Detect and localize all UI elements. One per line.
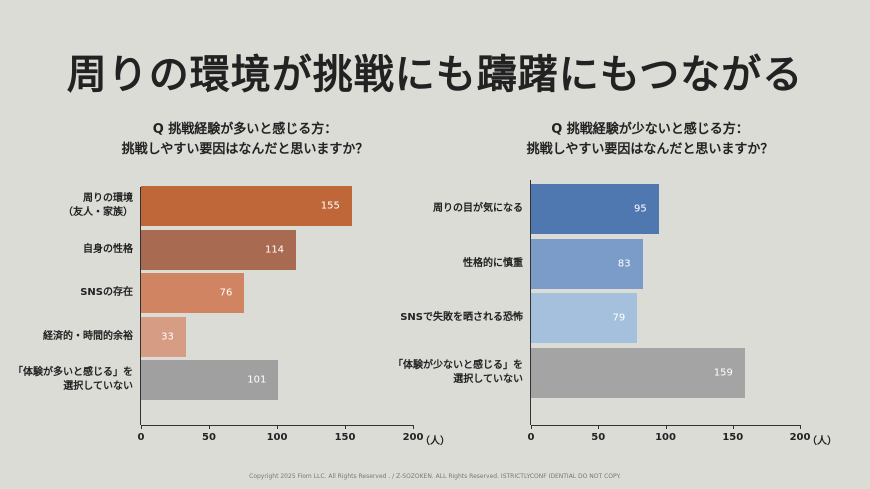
tick-mark — [800, 425, 801, 429]
tick-mark — [209, 425, 210, 429]
x-tick-label: 200 — [789, 432, 811, 443]
bar — [531, 238, 643, 289]
main-title: 周りの環境が挑戦にも躊躇にもつながる — [66, 52, 804, 98]
category-label: SNSの存在 — [80, 287, 133, 298]
footer: Copyright 2025 Fiom LLC. All Rights Rese… — [249, 473, 621, 480]
value-label: 79 — [612, 312, 626, 324]
category-label: 周りの目が気になる — [433, 203, 523, 214]
category-label: 「体験が少ないと感じる」を 選択していない — [393, 359, 523, 385]
value-label: 83 — [617, 258, 631, 269]
x-tick-label: 100 — [266, 432, 288, 443]
tick-mark — [732, 425, 734, 429]
bar — [531, 347, 745, 398]
category-label: 周りの環境 （友人・家族） — [63, 193, 133, 218]
bar — [531, 293, 638, 343]
value-label: 155 — [320, 200, 340, 212]
y-axis-line — [140, 187, 141, 425]
x-tick-label: 150 — [334, 432, 356, 443]
tick-mark — [413, 425, 414, 429]
tick-mark — [531, 425, 532, 429]
value-label: 33 — [161, 331, 174, 342]
bar — [141, 273, 245, 313]
tick-mark — [598, 425, 600, 429]
value-label: 76 — [219, 287, 233, 299]
x-tick-label: 50 — [591, 432, 606, 443]
category-label: 経済的・時間的余裕 — [43, 330, 133, 342]
x-unit: （人） — [420, 436, 450, 447]
chart-question: Q 挑戦経験が少ないと感じる方： 挑戦しやすい要因はなんだと思いますか？ — [526, 122, 774, 157]
bar — [141, 360, 279, 400]
x-tick-label: 0 — [527, 432, 535, 443]
x-tick-label: 50 — [202, 432, 216, 443]
value-label: 101 — [247, 374, 267, 386]
bar — [141, 229, 297, 270]
tick-mark — [345, 425, 346, 429]
value-label: 114 — [264, 244, 285, 255]
x-tick-label: 200 — [402, 432, 424, 443]
x-tick-label: 100 — [655, 432, 676, 443]
category-label: 自身の性格 — [83, 243, 133, 255]
category-label: SNSで失敗を晒される恐怖 — [400, 312, 523, 323]
bar — [141, 186, 352, 226]
value-label: 95 — [634, 203, 647, 215]
x-tick-label: 0 — [137, 432, 145, 443]
x-tick-label: 150 — [722, 432, 744, 443]
value-label: 159 — [713, 367, 733, 378]
bar — [531, 184, 659, 234]
x-unit: （人） — [807, 436, 837, 447]
tick-mark — [141, 425, 142, 429]
category-label: 「体験が多いと感じる」を 選択していない — [13, 367, 133, 392]
y-axis-line — [530, 180, 531, 425]
category-label: 性格的に慎重 — [463, 257, 523, 269]
tick-mark — [665, 425, 667, 429]
chart-question: Q 挑戦経験が多いと感じる方： 挑戦しやすい要因はなんだと思いますか？ — [121, 122, 369, 157]
tick-mark — [277, 425, 278, 429]
bar — [141, 316, 186, 357]
